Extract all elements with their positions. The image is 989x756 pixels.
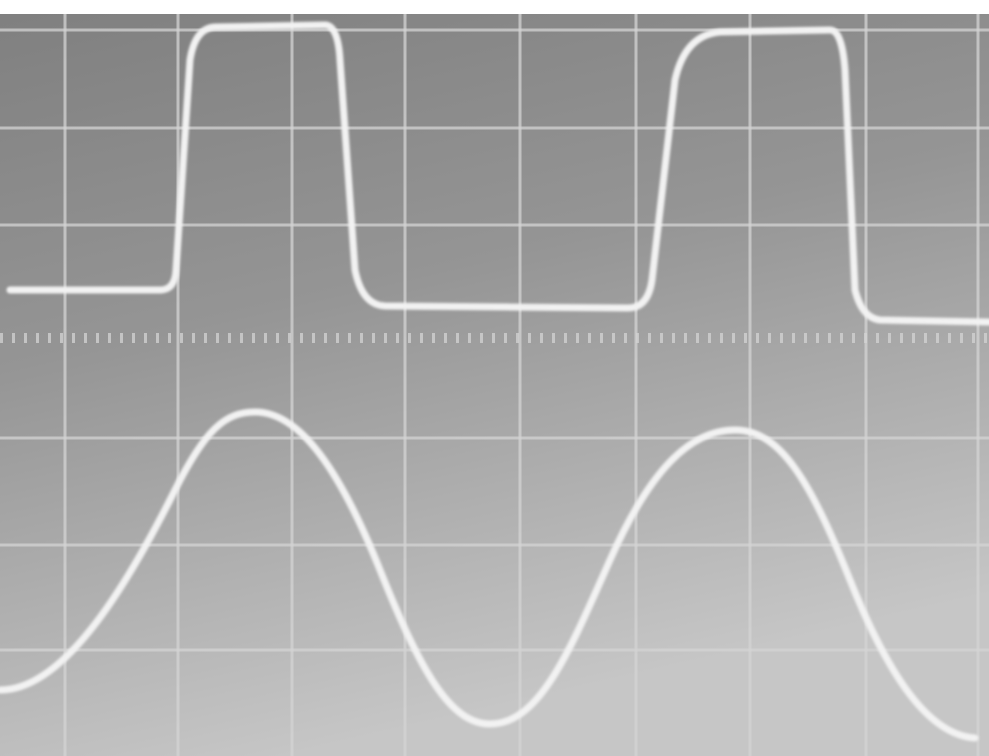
top-border bbox=[0, 0, 989, 14]
sine-wave-trace bbox=[0, 408, 979, 742]
graticule bbox=[0, 14, 989, 756]
square-wave-trace bbox=[6, 21, 989, 326]
